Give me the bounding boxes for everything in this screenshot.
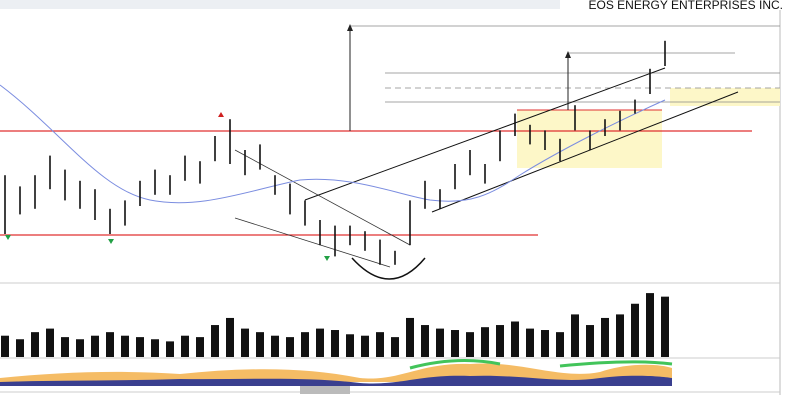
- toolbar: [0, 0, 560, 9]
- arrow-head: [565, 51, 571, 58]
- volume-bar: [631, 303, 639, 357]
- volume-bar: [316, 328, 324, 357]
- oscillator-area: [0, 375, 672, 386]
- volume-bar: [571, 314, 579, 357]
- volume-bar: [481, 327, 489, 357]
- volume-bar: [556, 332, 564, 357]
- volume-bar: [286, 337, 294, 357]
- chart-title: EOS ENERGY ENTERPRISES INC.: [589, 0, 784, 12]
- volume-bar: [301, 332, 309, 357]
- volume-bar: [106, 332, 114, 357]
- volume-bar: [616, 314, 624, 357]
- volume-bar: [151, 339, 159, 357]
- volume-bar: [181, 335, 189, 357]
- volume-bar: [391, 337, 399, 357]
- volume-bar: [421, 325, 429, 357]
- volume-bar: [166, 341, 174, 357]
- volume-bar: [526, 328, 534, 357]
- volume-bar: [331, 330, 339, 357]
- trend-line: [304, 67, 666, 201]
- sell-marker: [218, 112, 224, 117]
- volume-bar: [376, 332, 384, 357]
- volume-bar: [661, 296, 669, 357]
- volume-bar: [241, 328, 249, 357]
- volume-bar: [346, 334, 354, 357]
- volume-bar: [136, 337, 144, 357]
- volume-bar: [586, 325, 594, 357]
- volume-bar: [1, 335, 9, 357]
- volume-bar: [46, 328, 54, 357]
- volume-bar: [31, 332, 39, 357]
- scroll-handle[interactable]: [300, 386, 350, 394]
- volume-bar: [256, 332, 264, 357]
- moving-average: [0, 84, 666, 204]
- volume-bar: [271, 335, 279, 357]
- volume-bar: [466, 332, 474, 357]
- volume-bar: [196, 337, 204, 357]
- volume-bar: [451, 330, 459, 357]
- volume-bar: [91, 335, 99, 357]
- volume-bar: [436, 328, 444, 357]
- volume-bar: [511, 321, 519, 357]
- trend-line: [234, 149, 411, 246]
- volume-bar: [16, 339, 24, 357]
- volume-bar: [406, 317, 414, 357]
- cup-curve: [351, 257, 426, 280]
- volume-bar: [541, 330, 549, 357]
- volume-bar: [361, 335, 369, 357]
- trend-line: [431, 91, 739, 213]
- volume-bar: [646, 293, 654, 357]
- volume-bar: [211, 325, 219, 357]
- volume-bar: [76, 339, 84, 357]
- oscillator-line: [409, 359, 673, 370]
- volume-bar: [496, 325, 504, 357]
- volume-bar: [121, 335, 129, 357]
- arrow-head: [347, 24, 353, 31]
- volume-bar: [601, 317, 609, 357]
- trend-line: [234, 217, 391, 268]
- volume-bar: [226, 317, 234, 357]
- volume-bar: [61, 337, 69, 357]
